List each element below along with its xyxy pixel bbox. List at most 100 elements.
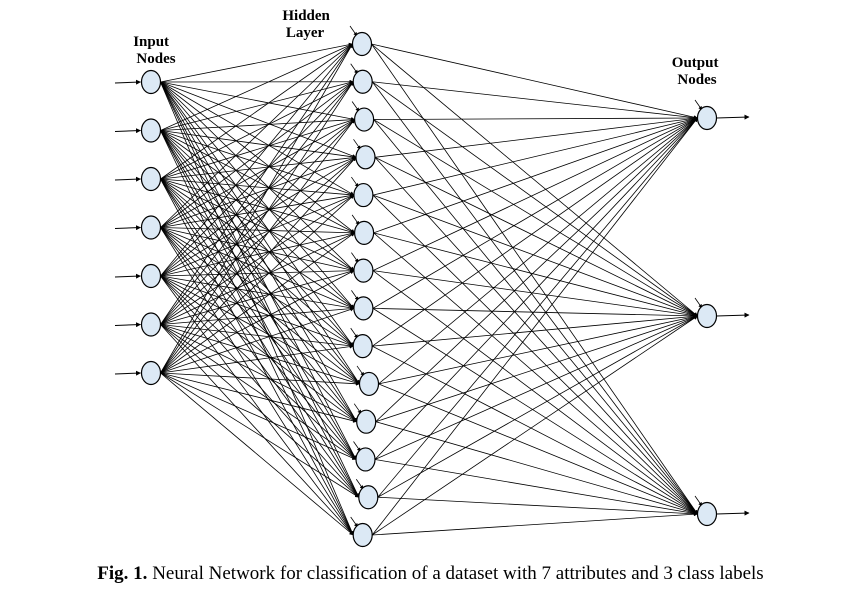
bias-arrow-17 <box>694 495 703 507</box>
edge-input-3-hidden-11 <box>160 178 358 423</box>
edge-input-1-hidden-3 <box>160 81 355 121</box>
edge-input-2-hidden-7 <box>160 130 355 271</box>
edge-hidden-14-output-2 <box>371 315 698 536</box>
edge-input-7-hidden-9 <box>160 344 354 374</box>
edge-input-2-hidden-2 <box>160 80 354 131</box>
edge-input-7-hidden-3 <box>160 119 355 374</box>
edge-hidden-7-output-2 <box>372 270 698 318</box>
hidden-node-4 <box>355 145 376 170</box>
bias-arrow-14 <box>350 516 359 528</box>
hidden-node-2 <box>352 69 373 94</box>
edge-input-6-hidden-4 <box>160 157 357 325</box>
edge-input-1-hidden-7 <box>160 81 355 271</box>
edge-hidden-4-output-1 <box>374 116 698 158</box>
edge-hidden-6-output-3 <box>373 232 698 515</box>
edge-input-2-hidden-14 <box>160 130 354 536</box>
edge-input-6-hidden-6 <box>160 232 355 325</box>
edge-input-5-hidden-2 <box>160 81 354 277</box>
input-node-5 <box>140 263 162 289</box>
edge-input-2-hidden-13 <box>160 130 360 498</box>
edge-input-2-hidden-9 <box>160 130 354 347</box>
edge-input-6-hidden-11 <box>160 324 358 423</box>
input-arrow-7 <box>114 370 141 376</box>
edge-hidden-10-output-3 <box>378 383 698 515</box>
edge-hidden-13-output-3 <box>377 496 698 516</box>
edge-input-2-hidden-10 <box>160 130 360 385</box>
edge-hidden-8-output-1 <box>372 117 698 309</box>
bias-arrow-11 <box>353 403 362 415</box>
edge-input-6-hidden-5 <box>160 194 355 325</box>
edge-input-1-hidden-10 <box>160 81 360 385</box>
edge-input-6-hidden-2 <box>160 81 354 325</box>
hidden-node-7 <box>353 258 374 283</box>
edge-input-5-hidden-10 <box>160 275 360 385</box>
edge-input-4-hidden-8 <box>160 227 355 309</box>
edge-input-6-hidden-12 <box>160 324 357 460</box>
input-arrow-2 <box>114 128 141 134</box>
edge-input-1-hidden-1 <box>160 42 353 83</box>
edge-hidden-13-output-1 <box>377 117 698 498</box>
neural-network-diagram: Input Nodes Hidden Layer Output Nodes <box>114 8 750 548</box>
edge-input-3-hidden-2 <box>160 81 354 180</box>
edge-input-5-hidden-5 <box>160 194 355 277</box>
edge-hidden-9-output-3 <box>372 345 698 515</box>
edge-hidden-7-output-3 <box>372 270 698 515</box>
hidden-label-line-1: Hidden <box>282 8 330 24</box>
edge-hidden-1-output-1 <box>371 43 698 120</box>
output-node-3 <box>696 501 718 527</box>
bias-arrow-9 <box>350 327 359 339</box>
input-arrow-3 <box>114 176 141 182</box>
edge-hidden-8-output-3 <box>372 308 698 515</box>
hidden-node-5 <box>353 182 374 208</box>
bias-arrow-2 <box>350 63 359 75</box>
edge-input-6-hidden-7 <box>160 269 355 325</box>
edge-input-1-hidden-8 <box>160 81 355 309</box>
edge-input-6-hidden-1 <box>160 43 353 325</box>
input-node-6 <box>140 312 162 337</box>
bias-arrow-10 <box>356 365 365 377</box>
edge-hidden-12-output-2 <box>374 315 698 460</box>
bias-arrow-3 <box>351 101 360 112</box>
edge-input-3-hidden-8 <box>160 178 355 309</box>
edge-input-4-hidden-10 <box>160 227 360 385</box>
edge-input-4-hidden-4 <box>160 156 357 228</box>
output-node-1 <box>696 105 718 131</box>
edge-hidden-6-output-1 <box>373 117 698 234</box>
edge-input-6-hidden-8 <box>160 306 355 325</box>
output-label-line-2: Nodes <box>677 72 716 88</box>
input-arrow-4 <box>114 225 141 231</box>
edge-input-7-hidden-12 <box>160 372 357 460</box>
edge-input-7-hidden-7 <box>160 270 355 374</box>
edge-input-2-hidden-1 <box>160 43 353 131</box>
figure-label: Fig. 1. <box>97 563 148 584</box>
edge-input-7-hidden-5 <box>160 194 355 374</box>
input-node-3 <box>140 166 162 192</box>
edge-hidden-11-output-1 <box>375 117 698 422</box>
edge-input-1-hidden-12 <box>160 81 357 460</box>
edge-hidden-3-output-3 <box>373 119 698 515</box>
edge-hidden-1-output-3 <box>371 43 698 515</box>
edge-hidden-5-output-3 <box>372 194 698 515</box>
bias-arrow-16 <box>694 297 703 309</box>
edge-input-4-hidden-9 <box>160 227 354 347</box>
edge-input-6-hidden-9 <box>160 324 354 348</box>
edge-input-6-hidden-14 <box>160 324 354 536</box>
connections <box>160 42 698 536</box>
edge-hidden-4-output-3 <box>374 157 698 515</box>
edge-hidden-8-output-2 <box>372 307 698 318</box>
edge-hidden-9-output-2 <box>372 314 698 347</box>
output-node-2 <box>696 303 718 329</box>
input-arrow-6 <box>114 322 141 328</box>
input-node-1 <box>140 69 162 95</box>
edge-input-3-hidden-12 <box>160 178 357 460</box>
edge-input-5-hidden-3 <box>160 119 355 277</box>
edge-input-7-hidden-11 <box>160 372 358 423</box>
input-label-line-1: Input <box>133 34 169 50</box>
input-node-2 <box>140 118 162 143</box>
hidden-node-13 <box>358 485 379 510</box>
input-node-4 <box>140 215 162 240</box>
edge-hidden-3-output-2 <box>373 119 698 317</box>
hidden-layer-label: Hidden Layer <box>282 8 333 41</box>
hidden-node-10 <box>358 371 380 397</box>
edge-input-6-hidden-10 <box>160 324 360 385</box>
